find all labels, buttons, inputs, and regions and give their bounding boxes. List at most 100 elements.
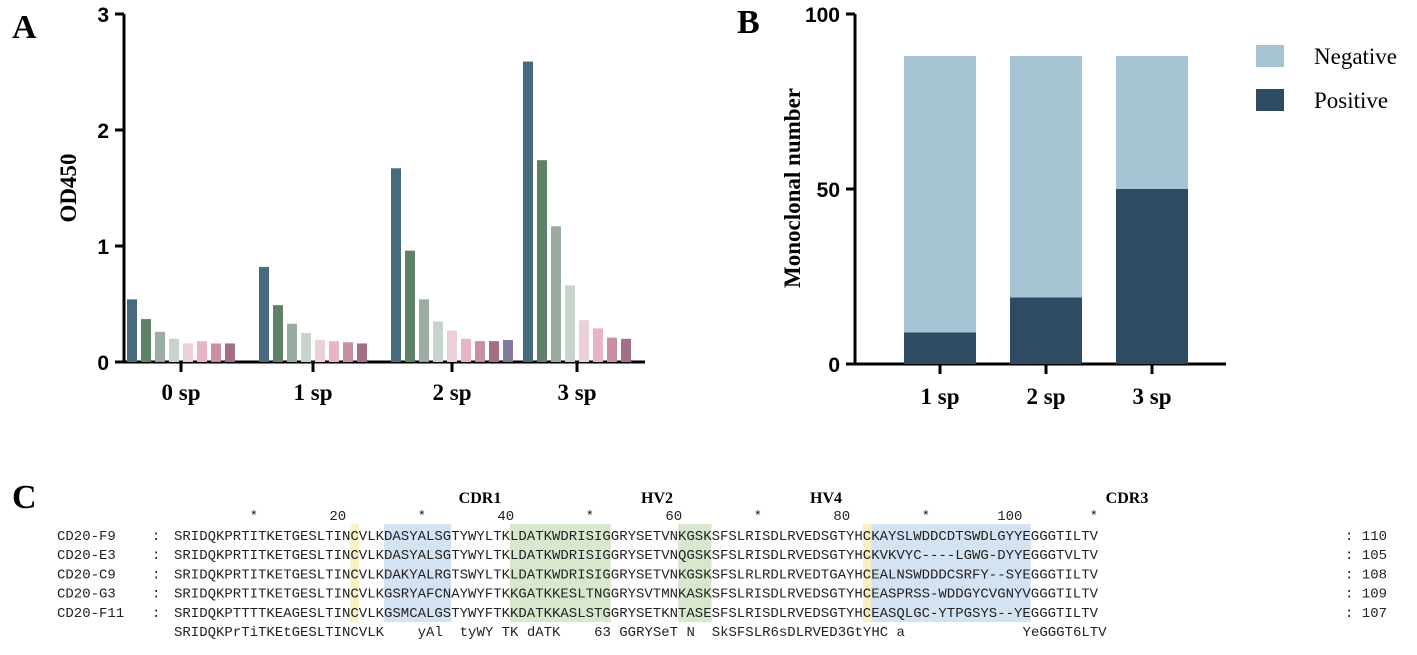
bar-b-positive (904, 332, 976, 364)
sequence-length: : 108 (1345, 567, 1387, 583)
bar-a (225, 343, 235, 362)
sequence-residues: SRIDQKPRTITKETGESLTINCVLKGSRYAFCNAYWYFTK… (174, 587, 1099, 603)
bar-a (503, 339, 513, 362)
x-tick-label-a: 2 sp (433, 380, 472, 405)
bar-a (259, 266, 269, 362)
bar-b-negative (904, 56, 976, 333)
bar-a (489, 341, 499, 362)
consensus-sequence: SRIDQKPrTiTKEtGESLTINCVLK yAl tyWY TK dA… (174, 625, 1107, 641)
bar-a (565, 285, 575, 362)
bar-b-negative (1010, 56, 1082, 298)
bar-a (329, 341, 339, 362)
sequence-name: CD20-F11 (57, 606, 124, 622)
panel-label-b: B (737, 4, 760, 41)
y-tick-label-a: 3 (97, 4, 109, 27)
bar-a (551, 226, 561, 362)
sequence-length: : 109 (1345, 587, 1387, 603)
x-tick-label-a: 0 sp (162, 380, 201, 405)
chart-b-monoclonal: 0 50 100 Monoclonal number 1 sp 2 sp 3 sp Negat… (780, 4, 1397, 409)
bar-a (447, 330, 457, 362)
bar-a (197, 341, 207, 362)
x-tick-label-b: 3 sp (1133, 384, 1172, 409)
sequence-colon: : (152, 567, 160, 583)
y-tick-label-b: 0 (828, 354, 840, 377)
ruler-mark: 100 (997, 509, 1022, 525)
x-tick-label-a: 3 sp (558, 380, 597, 405)
sequence-name: CD20-F9 (57, 529, 116, 545)
ruler-mark: * (586, 509, 594, 525)
sequence-colon: : (152, 606, 160, 622)
sequence-residues: SRIDQKPTTTTKEAGESLTINCVLKGSMCALGSTYWYFTK… (174, 606, 1099, 622)
y-tick-label-b: 100 (805, 4, 840, 27)
sequence-length: : 110 (1345, 529, 1387, 545)
region-label-hv4: HV4 (810, 490, 842, 507)
bar-a (593, 328, 603, 362)
alignment-highlight (510, 524, 611, 622)
bar-a (287, 323, 297, 362)
x-tick-label-b: 2 sp (1027, 384, 1066, 409)
bar-a (343, 342, 353, 362)
bar-a (391, 168, 401, 362)
legend-swatch-positive (1256, 89, 1284, 111)
y-tick-label-a: 2 (97, 120, 109, 143)
sequence-alignment: CDR1 HV2 HV4 CDR3 * 20 * 40 * 60 * 80 * 100 * CD20-F9: S… (57, 490, 1387, 641)
bar-a (183, 343, 193, 362)
sequence-length: : 105 (1345, 548, 1387, 564)
legend-swatch-negative (1256, 45, 1284, 67)
panel-label-a: A (12, 9, 37, 46)
ruler-mark: * (1090, 509, 1098, 525)
region-label-cdr3: CDR3 (1106, 490, 1149, 507)
legend-label-positive: Positive (1314, 88, 1388, 113)
bar-a (405, 250, 415, 362)
ruler-mark: * (922, 509, 930, 525)
ruler-mark: 40 (497, 509, 514, 525)
x-tick-label-b: 1 sp (921, 384, 960, 409)
y-axis-title-b: Monoclonal number (780, 88, 805, 288)
sequence-residues: SRIDQKPRTITKETGESLTINCVLKDASYALSGTYWYLTK… (174, 548, 1099, 564)
alignment-highlight (862, 524, 872, 622)
bar-a (169, 338, 179, 362)
chart-a-od450: 0 1 2 3 OD450 0 sp 1 sp 2 sp 3 sp (56, 4, 645, 405)
bar-a (273, 305, 283, 362)
bar-b-positive (1010, 297, 1082, 364)
y-tick-label-b: 50 (817, 179, 840, 202)
sequence-colon: : (152, 529, 160, 545)
bar-a (461, 338, 471, 362)
bar-a (141, 319, 151, 362)
panel-label-c: C (12, 479, 37, 516)
bar-a (357, 343, 367, 362)
ruler-mark: 80 (833, 509, 850, 525)
bar-a (607, 337, 617, 362)
region-label-cdr1: CDR1 (459, 490, 502, 507)
bar-a (537, 160, 547, 362)
alignment-highlight (384, 524, 452, 622)
bar-a (475, 341, 485, 362)
bar-a (523, 61, 533, 363)
bar-b-positive (1116, 189, 1188, 364)
alignment-highlight (678, 524, 712, 622)
ruler-mark: 60 (665, 509, 682, 525)
bar-a (579, 320, 589, 362)
ruler-mark: 20 (329, 509, 346, 525)
ruler-mark: * (418, 509, 426, 525)
sequence-name: CD20-G3 (57, 587, 116, 603)
ruler-mark: * (250, 509, 258, 525)
y-tick-label-a: 0 (97, 352, 109, 375)
region-label-hv2: HV2 (641, 490, 673, 507)
sequence-colon: : (152, 587, 160, 603)
sequence-length: : 107 (1345, 606, 1387, 622)
bar-a (315, 339, 325, 362)
sequence-residues: SRIDQKPRTITKETGESLTINCVLKDAKYALRGTSWYLTK… (174, 567, 1099, 583)
alignment-highlight (871, 524, 1031, 622)
bar-b-negative (1116, 56, 1188, 189)
y-axis-title-a: OD450 (56, 154, 81, 223)
bar-a (127, 299, 137, 362)
sequence-name: CD20-C9 (57, 567, 116, 583)
ruler-mark: * (754, 509, 762, 525)
bar-a (419, 299, 429, 362)
bar-a (433, 321, 443, 362)
legend-label-negative: Negative (1314, 44, 1397, 69)
bar-a (155, 331, 165, 362)
alignment-highlight (350, 524, 359, 622)
